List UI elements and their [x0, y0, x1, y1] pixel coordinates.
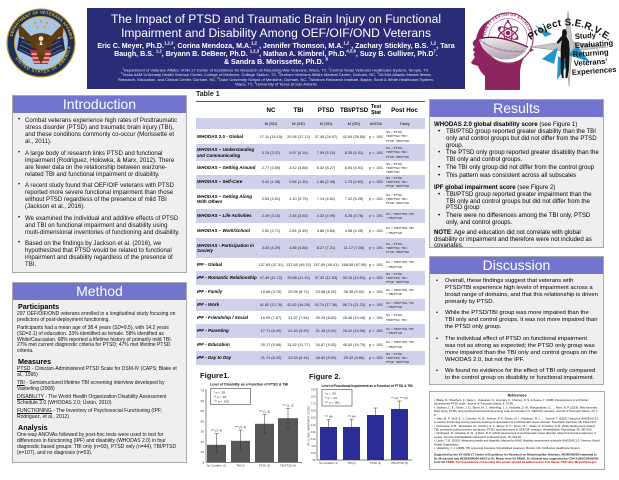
svg-text:150: 150	[311, 416, 316, 420]
svg-text:Figure 2.: Figure 2.	[309, 372, 341, 381]
svg-text:Figure1.: Figure1.	[200, 371, 230, 380]
svg-text:0: 0	[202, 460, 204, 464]
svg-text:*** p < .001: *** p < .001	[325, 401, 341, 405]
svg-text:No Condition (1): No Condition (1)	[319, 461, 338, 465]
svg-text:*** (1, 2): *** (1, 2)	[282, 404, 293, 408]
svg-text:*** (4): *** (4)	[324, 415, 332, 419]
svg-text:170: 170	[311, 402, 316, 406]
svg-text:50: 50	[201, 409, 205, 413]
svg-text:*** (4): *** (4)	[347, 415, 355, 419]
svg-text:70: 70	[201, 389, 205, 393]
svg-text:40: 40	[201, 419, 205, 423]
svg-text:** p < .01: ** p < .01	[325, 396, 338, 400]
svg-text:Level of Disability as a Funct: Level of Disability as a Function of PTS…	[210, 383, 288, 387]
svg-text:Veterans': Veterans'	[574, 57, 608, 68]
svg-text:IPF GLOBAL IMPAIRMENT SCORE: IPF GLOBAL IMPAIRMENT SCORE	[308, 406, 311, 447]
svg-text:TBI (2): TBI (2)	[236, 464, 244, 468]
svg-text:* p < .05: * p < .05	[214, 391, 226, 395]
svg-text:*** (3, 4): *** (3, 4)	[235, 425, 246, 429]
svg-text:160: 160	[311, 409, 316, 413]
svg-text:*** p < .001: *** p < .001	[214, 400, 230, 404]
svg-text:** (1), *** (2): ** (1), *** (2)	[391, 396, 408, 400]
svg-text:30: 30	[201, 430, 205, 434]
svg-text:110: 110	[311, 444, 316, 448]
svg-text:PTSD (3): PTSD (3)	[259, 464, 270, 468]
svg-text:Study: Study	[575, 30, 597, 41]
svg-text:60: 60	[201, 399, 205, 403]
svg-text:TBI/PTSD (4): TBI/PTSD (4)	[280, 464, 296, 468]
svg-text:Level of Functional Impairment: Level of Functional Impairment as a Func…	[321, 384, 412, 388]
svg-text:*** (3, 4): *** (3, 4)	[211, 429, 222, 433]
svg-text:180: 180	[311, 395, 316, 399]
svg-text:Experiences: Experiences	[572, 65, 617, 77]
svg-text:Evaluating: Evaluating	[575, 38, 614, 50]
svg-text:PTSD (3): PTSD (3)	[370, 461, 381, 465]
svg-text:20: 20	[201, 440, 205, 444]
svg-text:* p < .05: * p < .05	[325, 392, 337, 396]
svg-text:10: 10	[201, 450, 205, 454]
svg-text:TBI (2): TBI (2)	[348, 461, 356, 465]
svg-text:140: 140	[311, 423, 316, 427]
svg-text:100: 100	[311, 451, 316, 455]
svg-text:190: 190	[311, 388, 316, 392]
svg-text:130: 130	[311, 430, 316, 434]
svg-text:90: 90	[313, 458, 316, 462]
svg-text:No Condition (1): No Condition (1)	[207, 464, 227, 468]
svg-text:Returning: Returning	[573, 47, 610, 59]
svg-text:TBI+/PTSD (4): TBI+/PTSD (4)	[391, 461, 408, 465]
svg-text:120: 120	[311, 437, 316, 441]
svg-text:** p < .01: ** p < .01	[214, 395, 227, 399]
svg-text:*** (1, 2): *** (1, 2)	[259, 410, 270, 414]
